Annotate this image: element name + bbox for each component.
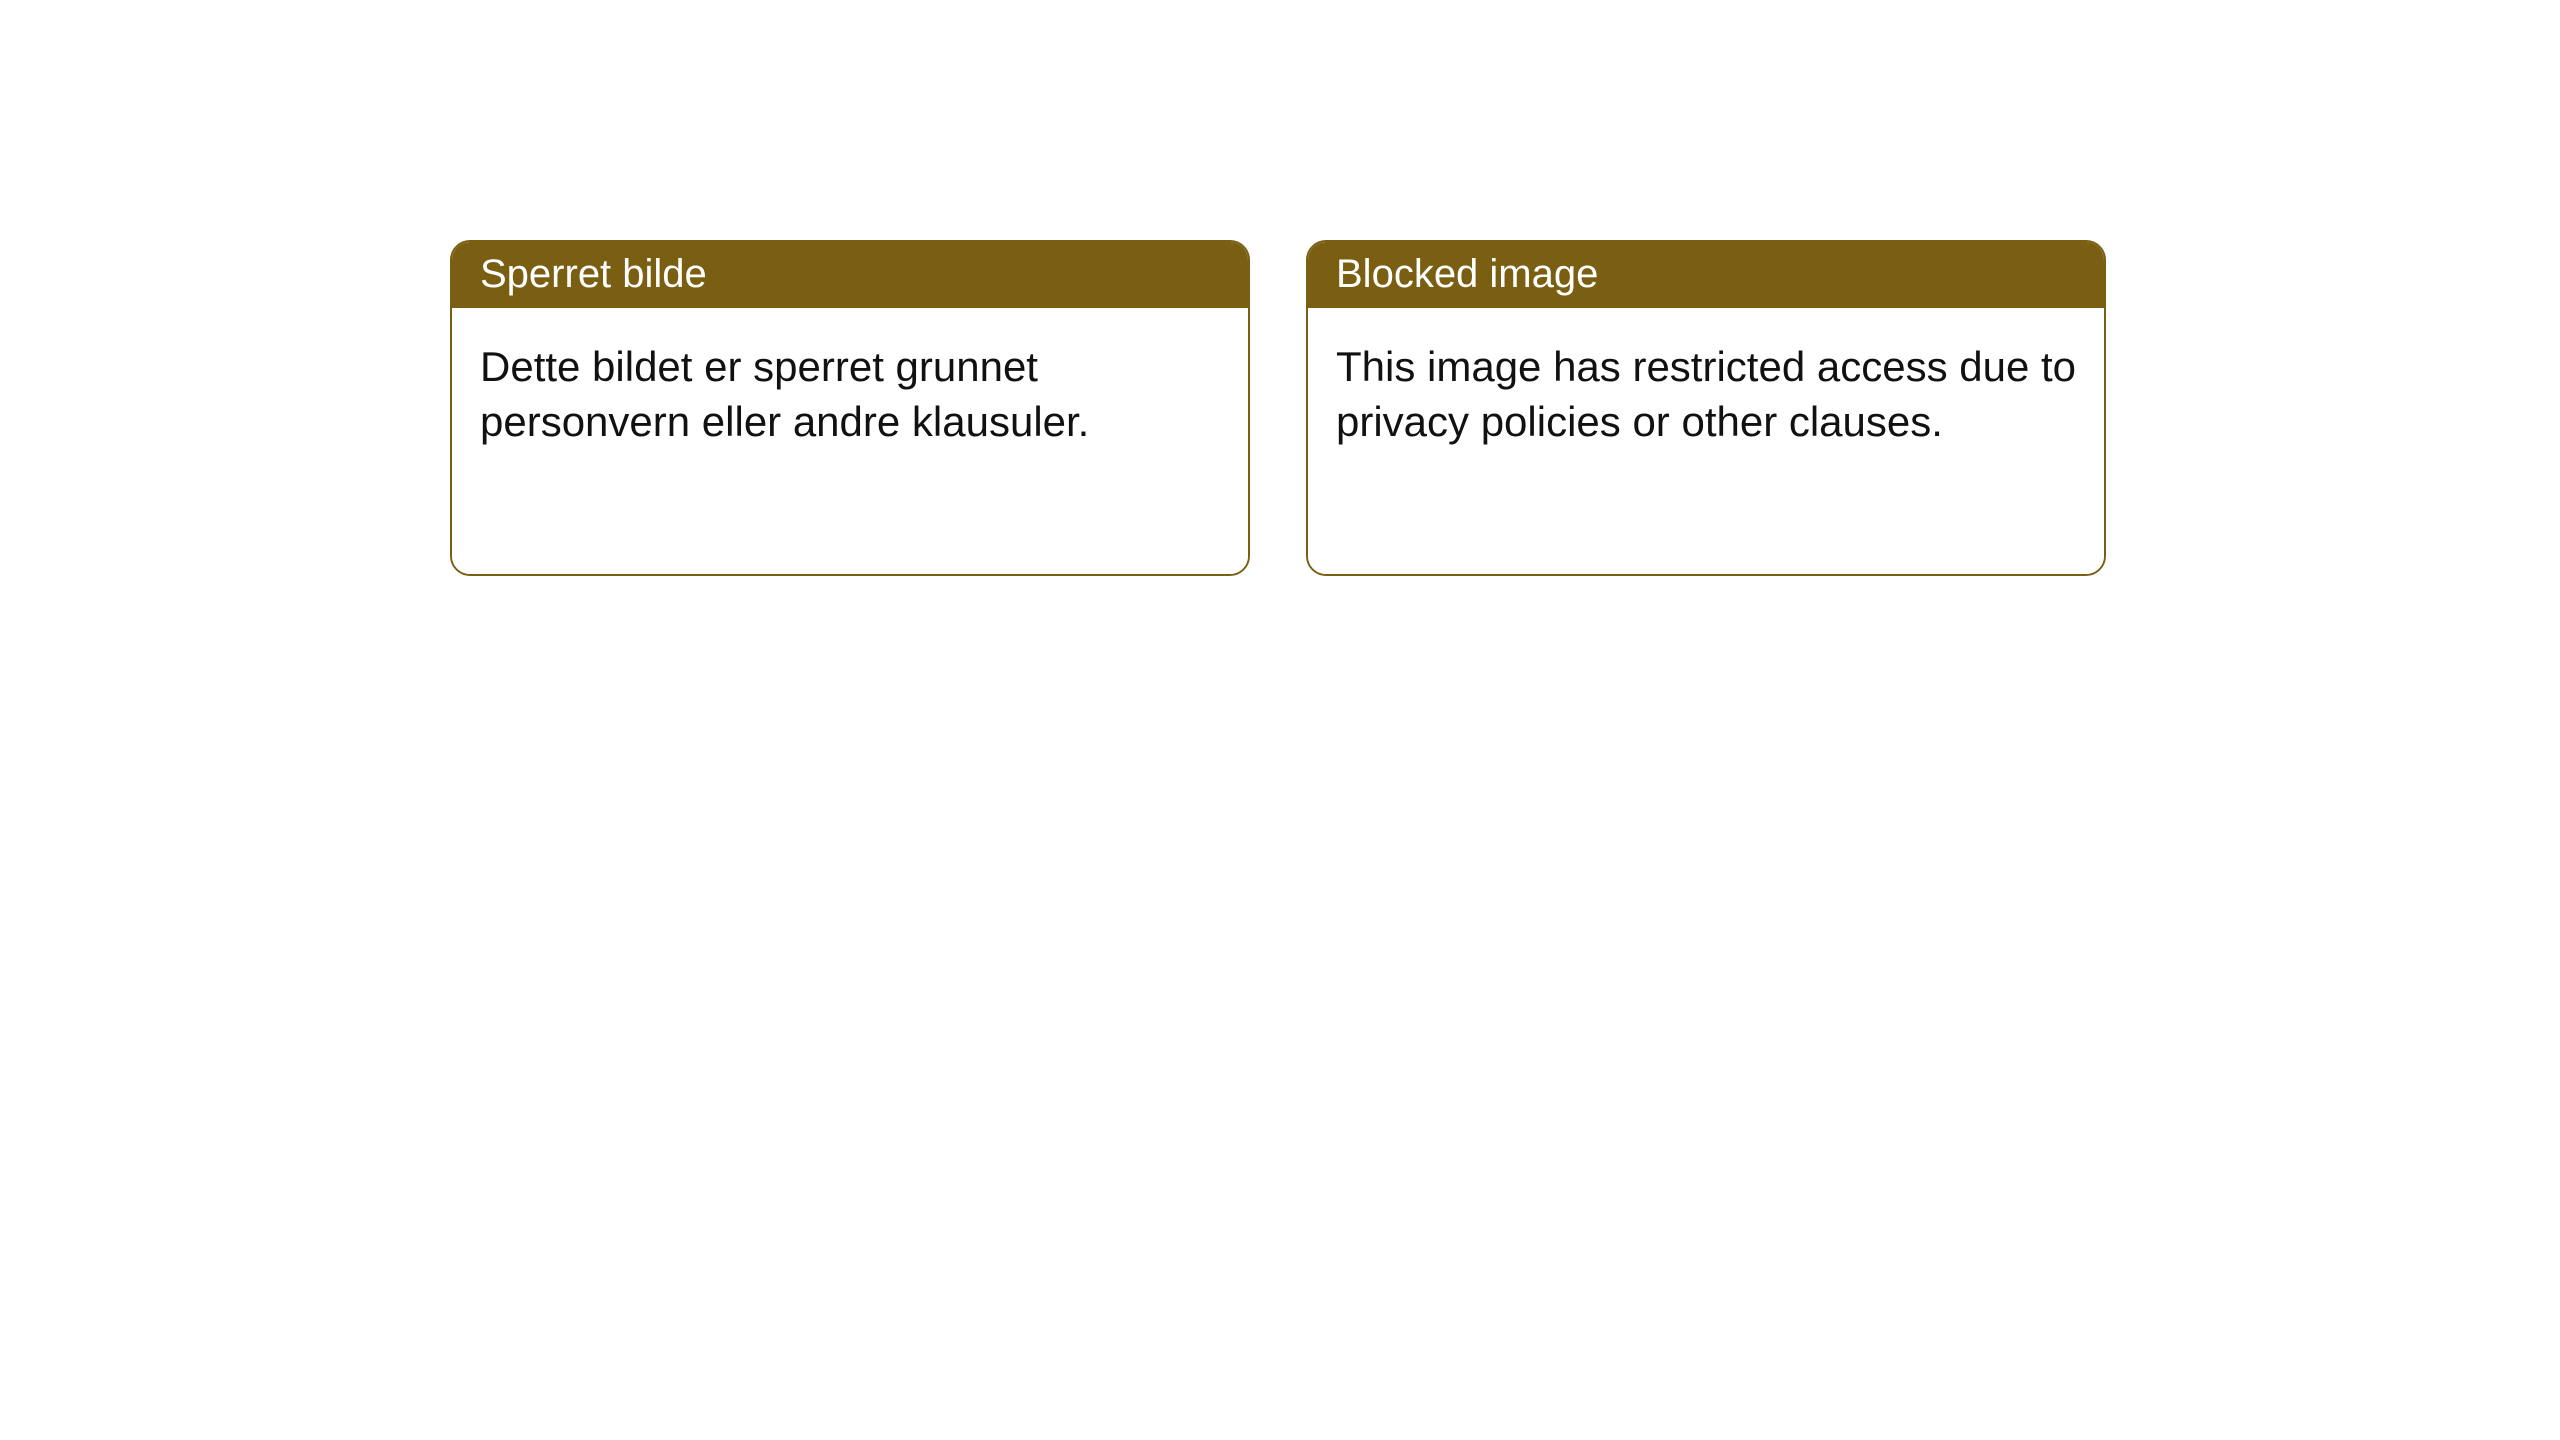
- notice-title: Sperret bilde: [452, 242, 1248, 308]
- notice-body: This image has restricted access due to …: [1308, 308, 2104, 574]
- notice-body: Dette bildet er sperret grunnet personve…: [452, 308, 1248, 574]
- notice-title: Blocked image: [1308, 242, 2104, 308]
- notice-container: Sperret bilde Dette bildet er sperret gr…: [0, 0, 2560, 576]
- notice-card-norwegian: Sperret bilde Dette bildet er sperret gr…: [450, 240, 1250, 576]
- notice-card-english: Blocked image This image has restricted …: [1306, 240, 2106, 576]
